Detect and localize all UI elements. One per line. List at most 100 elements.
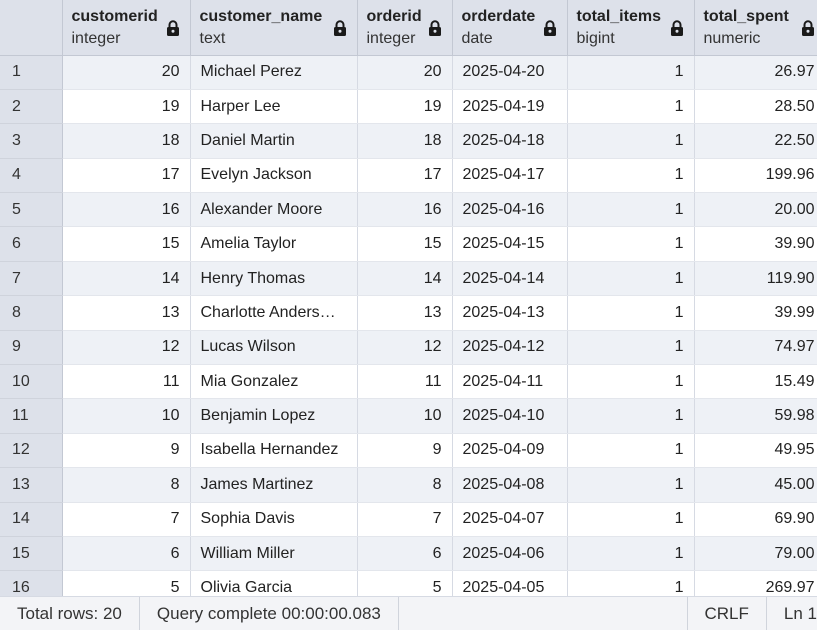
- cell-total-spent[interactable]: 20.00: [694, 192, 817, 228]
- row-number[interactable]: 16: [0, 570, 63, 596]
- cell-customerid[interactable]: 18: [62, 123, 191, 159]
- cell-customerid[interactable]: 7: [62, 502, 191, 537]
- cell-customer-name[interactable]: Benjamin Lopez: [190, 398, 358, 434]
- cell-customerid[interactable]: 17: [62, 158, 191, 194]
- column-header-customerid[interactable]: customerid integer: [62, 0, 191, 56]
- cell-orderid[interactable]: 10: [357, 398, 453, 434]
- cell-total-items[interactable]: 1: [567, 226, 695, 262]
- row-number[interactable]: 14: [0, 502, 63, 537]
- cell-total-spent[interactable]: 15.49: [694, 364, 817, 400]
- row-number[interactable]: 6: [0, 226, 63, 262]
- table-row[interactable]: 11 10 Benjamin Lopez 10 2025-04-10 1 59.98: [0, 398, 817, 434]
- cell-total-items[interactable]: 1: [567, 55, 695, 90]
- table-row[interactable]: 9 12 Lucas Wilson 12 2025-04-12 1 74.97: [0, 330, 817, 366]
- select-all-corner[interactable]: [0, 0, 63, 56]
- cell-total-items[interactable]: 1: [567, 89, 695, 125]
- cell-total-items[interactable]: 1: [567, 123, 695, 159]
- cell-orderid[interactable]: 9: [357, 433, 453, 469]
- table-row[interactable]: 2 19 Harper Lee 19 2025-04-19 1 28.50: [0, 89, 817, 125]
- cell-customer-name[interactable]: Harper Lee: [190, 89, 358, 125]
- row-number[interactable]: 4: [0, 158, 63, 194]
- cell-customerid[interactable]: 5: [62, 570, 191, 596]
- cell-orderid[interactable]: 6: [357, 536, 453, 572]
- cell-total-spent[interactable]: 79.00: [694, 536, 817, 572]
- table-row[interactable]: 8 13 Charlotte Anders… 13 2025-04-13 1 39.99: [0, 295, 817, 331]
- cell-orderdate[interactable]: 2025-04-15: [452, 226, 568, 262]
- table-row[interactable]: 12 9 Isabella Hernandez 9 2025-04-09 1 49.95: [0, 433, 817, 469]
- cell-orderdate[interactable]: 2025-04-18: [452, 123, 568, 159]
- cell-customerid[interactable]: 11: [62, 364, 191, 400]
- cell-total-spent[interactable]: 74.97: [694, 330, 817, 366]
- cell-total-spent[interactable]: 49.95: [694, 433, 817, 469]
- cell-total-items[interactable]: 1: [567, 536, 695, 572]
- cell-total-items[interactable]: 1: [567, 467, 695, 503]
- row-number[interactable]: 13: [0, 467, 63, 503]
- table-row[interactable]: 7 14 Henry Thomas 14 2025-04-14 1 119.90: [0, 261, 817, 297]
- cell-customerid[interactable]: 8: [62, 467, 191, 503]
- cell-total-spent[interactable]: 269.97: [694, 570, 817, 596]
- cell-orderid[interactable]: 20: [357, 55, 453, 90]
- cell-total-items[interactable]: 1: [567, 192, 695, 228]
- cell-total-items[interactable]: 1: [567, 330, 695, 366]
- cell-customer-name[interactable]: Michael Perez: [190, 55, 358, 90]
- cell-total-spent[interactable]: 39.90: [694, 226, 817, 262]
- cell-total-spent[interactable]: 22.50: [694, 123, 817, 159]
- cell-customer-name[interactable]: Evelyn Jackson: [190, 158, 358, 194]
- row-number[interactable]: 15: [0, 536, 63, 572]
- cell-customerid[interactable]: 12: [62, 330, 191, 366]
- row-number[interactable]: 9: [0, 330, 63, 366]
- cell-orderdate[interactable]: 2025-04-09: [452, 433, 568, 469]
- cell-total-items[interactable]: 1: [567, 364, 695, 400]
- cell-orderdate[interactable]: 2025-04-14: [452, 261, 568, 297]
- table-row[interactable]: 6 15 Amelia Taylor 15 2025-04-15 1 39.90: [0, 226, 817, 262]
- cell-total-spent[interactable]: 28.50: [694, 89, 817, 125]
- row-number[interactable]: 7: [0, 261, 63, 297]
- row-number[interactable]: 3: [0, 123, 63, 159]
- cell-orderdate[interactable]: 2025-04-06: [452, 536, 568, 572]
- cell-customer-name[interactable]: Mia Gonzalez: [190, 364, 358, 400]
- cell-orderdate[interactable]: 2025-04-07: [452, 502, 568, 537]
- cell-orderid[interactable]: 5: [357, 570, 453, 596]
- table-row[interactable]: 4 17 Evelyn Jackson 17 2025-04-17 1 199.96: [0, 158, 817, 194]
- cell-total-spent[interactable]: 45.00: [694, 467, 817, 503]
- cell-orderdate[interactable]: 2025-04-11: [452, 364, 568, 400]
- row-number[interactable]: 10: [0, 364, 63, 400]
- cell-customerid[interactable]: 16: [62, 192, 191, 228]
- cell-total-items[interactable]: 1: [567, 502, 695, 537]
- cell-orderid[interactable]: 19: [357, 89, 453, 125]
- cell-orderid[interactable]: 12: [357, 330, 453, 366]
- table-row[interactable]: 13 8 James Martinez 8 2025-04-08 1 45.00: [0, 467, 817, 503]
- column-header-customer-name[interactable]: customer_name text: [190, 0, 358, 56]
- cell-customer-name[interactable]: Daniel Martin: [190, 123, 358, 159]
- cell-orderdate[interactable]: 2025-04-17: [452, 158, 568, 194]
- row-number[interactable]: 2: [0, 89, 63, 125]
- cell-total-spent[interactable]: 39.99: [694, 295, 817, 331]
- cell-customerid[interactable]: 9: [62, 433, 191, 469]
- cell-customer-name[interactable]: William Miller: [190, 536, 358, 572]
- line-ending-status[interactable]: CRLF: [688, 597, 767, 630]
- cell-orderdate[interactable]: 2025-04-08: [452, 467, 568, 503]
- cell-customer-name[interactable]: Olivia Garcia: [190, 570, 358, 596]
- cell-customerid[interactable]: 15: [62, 226, 191, 262]
- cell-total-items[interactable]: 1: [567, 295, 695, 331]
- cell-orderid[interactable]: 11: [357, 364, 453, 400]
- column-header-orderdate[interactable]: orderdate date: [452, 0, 568, 56]
- cell-total-items[interactable]: 1: [567, 398, 695, 434]
- cell-orderid[interactable]: 8: [357, 467, 453, 503]
- cell-customerid[interactable]: 20: [62, 55, 191, 90]
- column-header-orderid[interactable]: orderid integer: [357, 0, 453, 56]
- cell-customer-name[interactable]: Lucas Wilson: [190, 330, 358, 366]
- cell-customerid[interactable]: 14: [62, 261, 191, 297]
- cell-orderdate[interactable]: 2025-04-20: [452, 55, 568, 90]
- cell-total-items[interactable]: 1: [567, 433, 695, 469]
- row-number[interactable]: 5: [0, 192, 63, 228]
- cell-customer-name[interactable]: Henry Thomas: [190, 261, 358, 297]
- table-row[interactable]: 1 20 Michael Perez 20 2025-04-20 1 26.97: [0, 55, 817, 90]
- cell-total-spent[interactable]: 59.98: [694, 398, 817, 434]
- cell-orderid[interactable]: 13: [357, 295, 453, 331]
- cell-total-items[interactable]: 1: [567, 158, 695, 194]
- cell-customer-name[interactable]: Sophia Davis: [190, 502, 358, 537]
- column-header-total-spent[interactable]: total_spent numeric: [694, 0, 817, 56]
- table-row[interactable]: 15 6 William Miller 6 2025-04-06 1 79.00: [0, 536, 817, 572]
- results-grid[interactable]: customerid integer customer_name text orderi…: [0, 0, 817, 596]
